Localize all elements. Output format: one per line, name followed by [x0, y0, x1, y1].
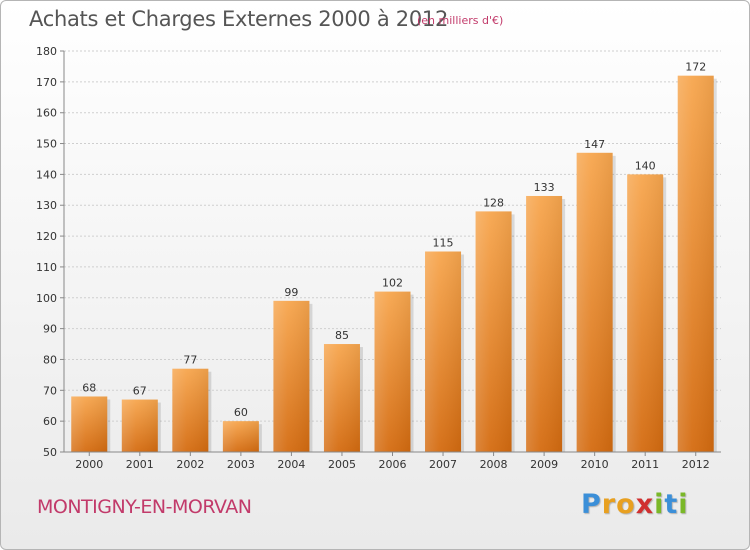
y-tick-label: 160: [36, 107, 57, 120]
bar-shine: [425, 251, 462, 452]
x-tick-label: 2003: [227, 458, 255, 471]
data-label: 147: [584, 138, 605, 151]
chart-subtitle: (en milliers d'€): [417, 14, 504, 27]
bar-shine: [172, 368, 209, 452]
logo-letter: o: [616, 489, 636, 520]
data-label: 115: [433, 237, 454, 250]
bar-shine: [121, 399, 158, 452]
x-tick-label: 2005: [328, 458, 356, 471]
bar-shine: [526, 195, 563, 452]
x-tick-label: 2001: [126, 458, 154, 471]
logo-letter: r: [601, 489, 617, 520]
x-tick-label: 2007: [429, 458, 457, 471]
data-label: 85: [335, 329, 349, 342]
x-tick-label: 2012: [682, 458, 710, 471]
bar-shine: [222, 421, 259, 452]
data-label: 172: [685, 61, 706, 74]
y-tick-label: 50: [43, 446, 57, 459]
data-label: 133: [534, 181, 555, 194]
logo-letter: i: [654, 489, 665, 520]
y-tick-label: 150: [36, 138, 57, 151]
y-tick-label: 60: [43, 415, 57, 428]
bar-shine: [576, 152, 613, 453]
data-label: 102: [382, 277, 403, 290]
bar-shine: [677, 75, 714, 452]
y-tick-label: 70: [43, 384, 57, 397]
y-tick-label: 170: [36, 76, 57, 89]
x-tick-label: 2011: [631, 458, 659, 471]
data-label: 60: [234, 406, 248, 419]
bar-shine: [71, 396, 108, 452]
data-label: 77: [183, 354, 197, 367]
data-label: 140: [635, 159, 656, 172]
data-label: 128: [483, 196, 504, 209]
proxiti-logo: Proxiti: [581, 489, 689, 520]
data-label: 68: [82, 381, 96, 394]
logo-letter: i: [678, 489, 689, 520]
x-tick-label: 2006: [379, 458, 407, 471]
y-tick-label: 120: [36, 230, 57, 243]
x-tick-label: 2009: [530, 458, 558, 471]
chart-title: Achats et Charges Externes 2000 à 2012: [29, 7, 449, 31]
bar-shine: [475, 211, 512, 452]
data-label: 67: [133, 385, 147, 398]
y-tick-label: 110: [36, 261, 57, 274]
bar-shine: [273, 300, 310, 452]
x-tick-label: 2008: [480, 458, 508, 471]
x-tick-label: 2002: [176, 458, 204, 471]
y-tick-label: 130: [36, 199, 57, 212]
y-tick-label: 180: [36, 45, 57, 58]
y-tick-label: 100: [36, 292, 57, 305]
data-label: 99: [284, 286, 298, 299]
bar-shine: [323, 344, 360, 452]
logo-letter: t: [664, 489, 679, 520]
x-tick-label: 2000: [75, 458, 103, 471]
commune-name: MONTIGNY-EN-MORVAN: [37, 496, 252, 518]
logo-letter: x: [635, 489, 655, 520]
x-tick-label: 2004: [277, 458, 305, 471]
x-tick-label: 2010: [581, 458, 609, 471]
y-tick-label: 140: [36, 168, 57, 181]
bar-shine: [627, 174, 664, 452]
logo-letter: P: [581, 489, 602, 520]
y-tick-label: 80: [43, 353, 57, 366]
y-tick-label: 90: [43, 323, 57, 336]
bar-shine: [374, 291, 411, 452]
